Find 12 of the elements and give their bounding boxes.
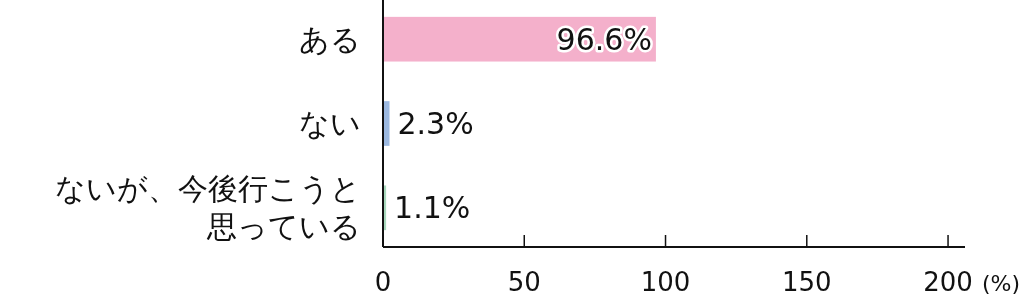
- y-tick-label: ない: [299, 106, 361, 141]
- x-axis-title: (%): [981, 271, 1020, 295]
- data-label: 96.6%: [556, 21, 652, 57]
- data-label: 1.1%: [394, 190, 471, 226]
- y-tick-label: ある: [299, 21, 361, 57]
- data-label: 2.3%: [397, 106, 474, 141]
- x-tick-label: 0: [374, 267, 392, 295]
- x-tick-label: 50: [507, 267, 541, 295]
- x-tick-label: 200: [923, 267, 973, 295]
- x-tick-label: 150: [781, 267, 832, 295]
- y-tick-label: ないが、今後行こうと思っている: [55, 171, 361, 245]
- x-tick-label: 100: [640, 267, 691, 295]
